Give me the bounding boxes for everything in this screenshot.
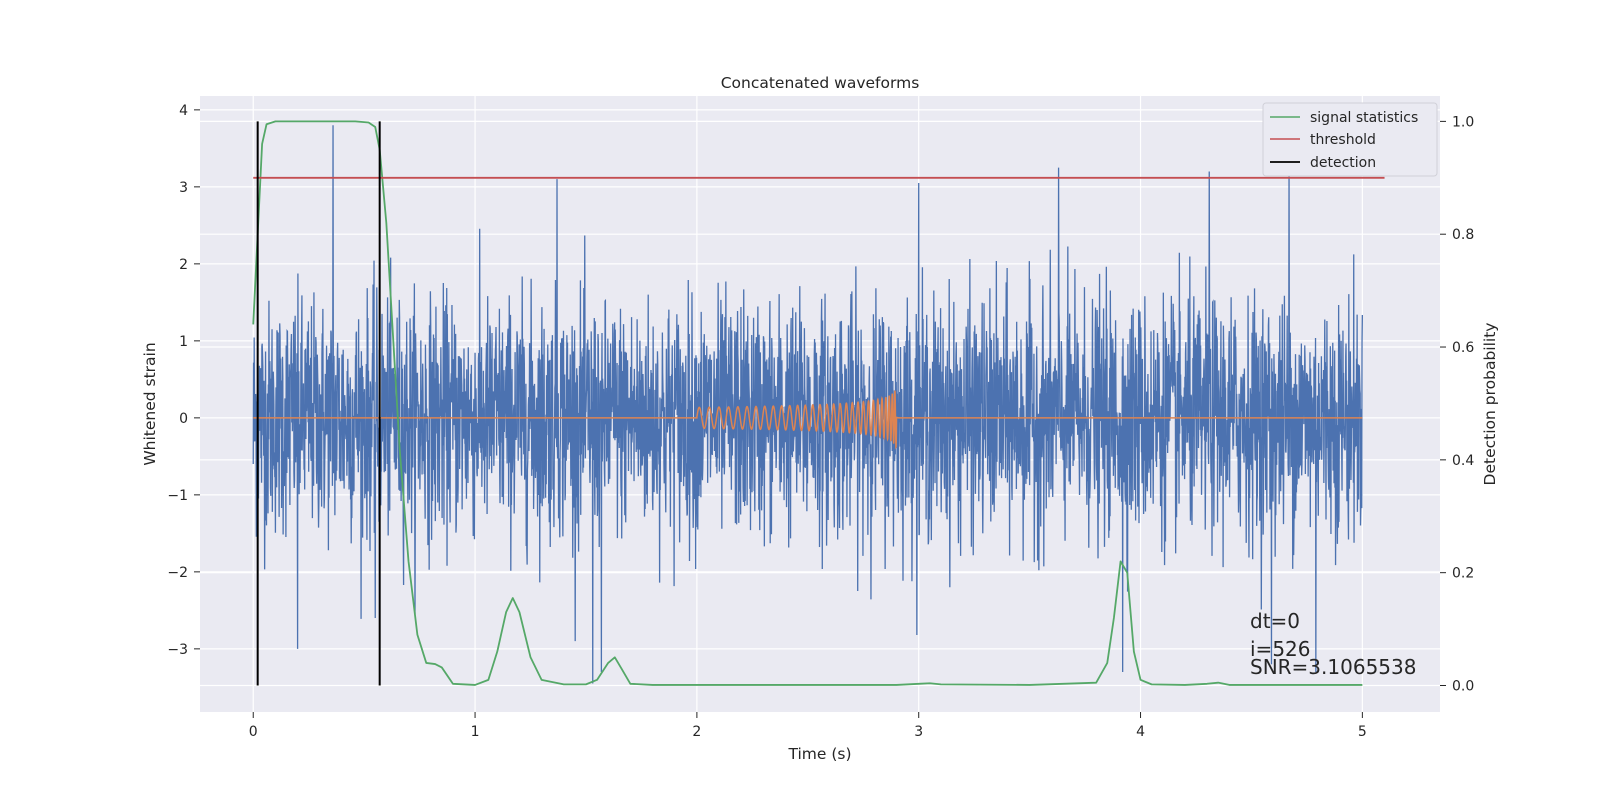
legend: signal statistics threshold detection — [1262, 102, 1438, 177]
chart-title: Concatenated waveforms — [721, 74, 920, 92]
data-layer — [252, 120, 1385, 686]
y-left-tick-label: 2 — [179, 257, 188, 273]
y-left-tick-label: 4 — [179, 103, 188, 119]
legend-label-detection: detection — [1310, 155, 1376, 171]
y-left-tick-label: 3 — [179, 180, 188, 196]
whitened-strain-line — [252, 125, 1364, 684]
legend-box — [1262, 102, 1438, 177]
y-right-tick-label: 0.6 — [1452, 340, 1474, 356]
y-left-tick-label: 1 — [179, 334, 188, 350]
y-right-tick-label: 0.2 — [1452, 566, 1474, 582]
annotation-dt: dt=0 — [1250, 609, 1300, 633]
annotation-block: dt=0 i=526 SNR=3.1065538 — [1250, 609, 1416, 679]
y-left-tick-label: −1 — [167, 488, 188, 504]
axes: 0 1 2 3 4 5 −3 −2 −1 0 1 2 3 4 0.0 0.2 0.4 0.6 0.8 1.0 — [167, 103, 1474, 740]
y-right-tick-label: 1.0 — [1452, 114, 1474, 130]
y-left-tick-label: −2 — [167, 565, 188, 581]
x-axis-label: Time (s) — [787, 745, 851, 763]
x-tick-label: 0 — [249, 724, 258, 740]
x-tick-label: 4 — [1136, 724, 1145, 740]
legend-label-threshold: threshold — [1310, 132, 1376, 148]
x-tick-label: 2 — [692, 724, 701, 740]
injected-waveform-line — [253, 390, 1363, 450]
y-right-tick-label: 0.4 — [1452, 453, 1474, 469]
y-axis-right-label: Detection probability — [1481, 323, 1499, 486]
y-axis-left-label: Whitened strain — [141, 342, 159, 465]
y-right-tick-label: 0.0 — [1452, 678, 1474, 694]
signal-statistics-line — [252, 120, 1363, 686]
y-left-tick-label: −3 — [167, 642, 188, 658]
y-right-tick-label: 0.8 — [1452, 227, 1474, 243]
annotation-index: i=526 — [1250, 637, 1311, 661]
x-tick-label: 1 — [471, 724, 480, 740]
x-tick-label: 5 — [1358, 724, 1367, 740]
x-tick-label: 3 — [914, 724, 923, 740]
annotation-snr: SNR=3.1065538 — [1250, 655, 1416, 679]
legend-label-signal-statistics: signal statistics — [1310, 110, 1418, 126]
y-left-tick-label: 0 — [179, 411, 188, 427]
